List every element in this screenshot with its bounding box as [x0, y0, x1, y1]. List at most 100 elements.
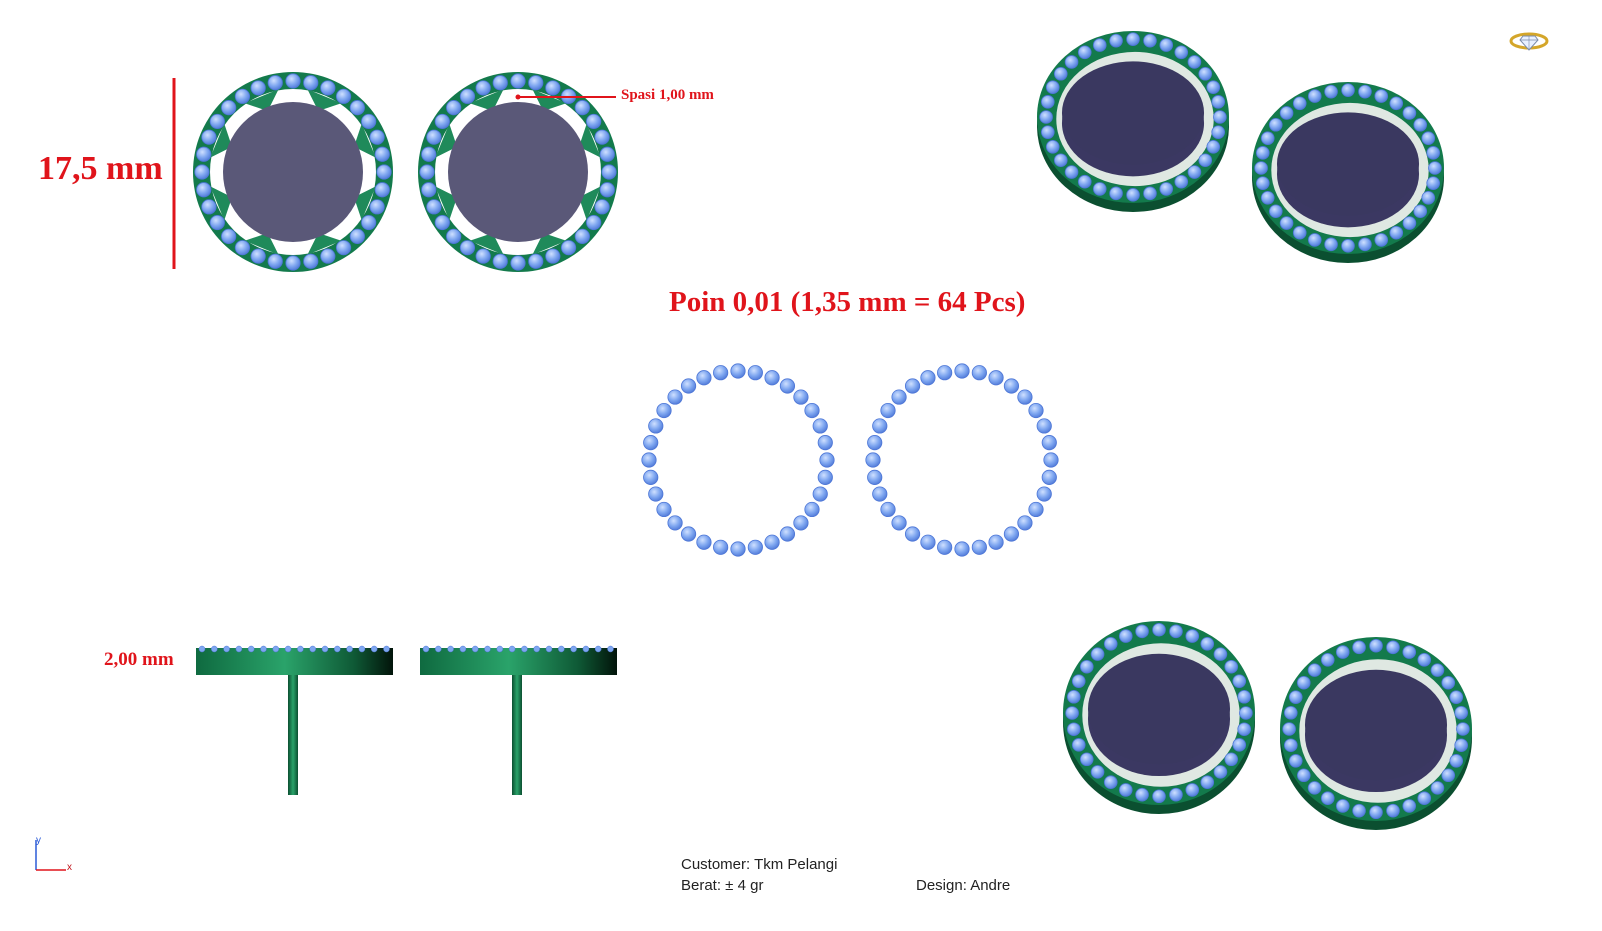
stone [349, 100, 365, 116]
center-stone [1276, 112, 1420, 216]
stone [496, 645, 504, 653]
earring-front-view [193, 72, 393, 272]
stone [954, 363, 970, 379]
dimension-lines [172, 78, 616, 269]
stone [1335, 645, 1350, 659]
stone [1039, 110, 1053, 124]
stone [1296, 768, 1311, 783]
stone [1402, 106, 1417, 120]
prong [244, 232, 279, 255]
stone [361, 113, 377, 130]
stone [426, 199, 442, 215]
stone [1456, 722, 1470, 736]
stone [510, 73, 526, 89]
stone [1040, 95, 1055, 109]
stone [812, 418, 828, 434]
stone [1417, 791, 1432, 806]
stone [1041, 435, 1057, 451]
stone [1028, 501, 1044, 518]
stone [528, 253, 544, 269]
stone [1288, 754, 1303, 768]
stone [937, 365, 953, 381]
stone [284, 645, 292, 653]
stone [1283, 705, 1298, 720]
stone [334, 645, 341, 653]
stone [1341, 83, 1355, 97]
prong [210, 186, 233, 221]
stone [1053, 66, 1068, 81]
stone [570, 645, 577, 653]
stone [1324, 84, 1338, 99]
stone [1135, 787, 1149, 802]
prong [353, 186, 376, 221]
stone [1066, 689, 1081, 704]
stone [1441, 675, 1456, 690]
stone [198, 645, 206, 653]
stone [235, 645, 243, 653]
front-views [193, 72, 618, 272]
prong [210, 123, 233, 158]
stone [1003, 526, 1020, 542]
stone [1255, 146, 1270, 160]
stone [779, 378, 796, 394]
stone [558, 645, 565, 653]
stone [370, 645, 378, 653]
stone [446, 100, 462, 116]
stone [1103, 636, 1118, 651]
diamond-ring-icon[interactable] [1508, 28, 1550, 54]
stone [872, 418, 888, 434]
stone [747, 539, 763, 555]
stone [1043, 452, 1059, 468]
stone [1454, 705, 1469, 720]
center-stone [223, 102, 363, 242]
stone [872, 486, 888, 502]
stone [303, 253, 319, 269]
stone [335, 88, 352, 104]
stone [1402, 216, 1417, 230]
stone [335, 240, 352, 256]
center-stone [1087, 653, 1231, 765]
stone [521, 645, 528, 653]
stone [234, 88, 251, 104]
stone [545, 80, 561, 96]
stone [764, 370, 780, 386]
stone [920, 534, 936, 550]
stone-ring-layout [865, 363, 1059, 557]
stone [730, 541, 746, 557]
stone [1066, 722, 1081, 737]
stone [817, 469, 833, 485]
stone [1109, 186, 1123, 201]
bezel-plate [196, 648, 393, 675]
stone [1426, 176, 1441, 190]
stone [574, 100, 590, 116]
prong [469, 232, 504, 255]
stone [880, 501, 896, 518]
stone [346, 645, 353, 653]
stone [1198, 66, 1213, 81]
stone [209, 113, 225, 130]
stone [594, 645, 602, 653]
stone [988, 370, 1004, 386]
stone [211, 645, 218, 653]
stone [1255, 176, 1270, 190]
stone-ring-layout [641, 363, 835, 557]
stone [1045, 139, 1060, 154]
stone [303, 75, 319, 91]
stone [607, 645, 614, 653]
stone [221, 100, 237, 116]
stone [1369, 638, 1383, 653]
designer-text: Design: Andre [916, 877, 1011, 894]
stone [508, 645, 516, 653]
stone [545, 645, 553, 653]
stone [1159, 38, 1174, 52]
stone [1268, 117, 1283, 132]
prong [469, 89, 504, 112]
stone [1292, 96, 1307, 111]
stone [321, 645, 329, 653]
stone [285, 255, 301, 271]
stone [361, 214, 377, 231]
stone [1064, 165, 1079, 179]
stone [1028, 402, 1044, 419]
